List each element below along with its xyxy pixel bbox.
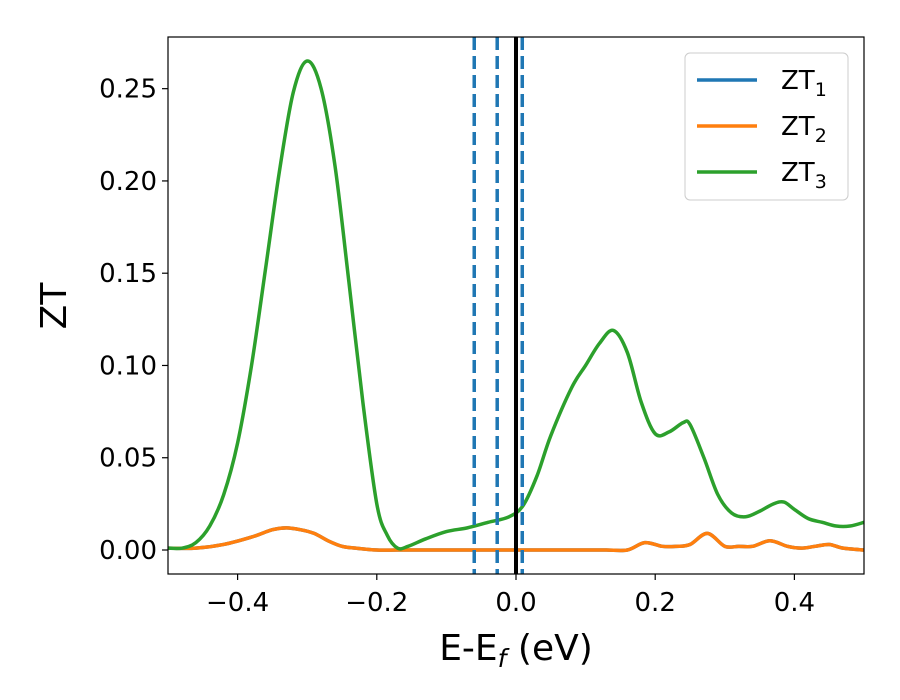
x-tick-label: 0.0 [495, 588, 536, 618]
y-axis-label: ZT [34, 282, 75, 330]
series-line-zt2 [168, 526, 864, 553]
y-tick-label: 0.20 [99, 167, 157, 197]
y-tick-label: 0.25 [99, 75, 157, 105]
legend-label-zt3: ZT3 [781, 158, 827, 193]
y-tick-label: 0.10 [99, 351, 157, 381]
x-tick-label: −0.2 [345, 588, 408, 618]
series-layer [168, 59, 864, 553]
x-axis-label: E-Ef (eV) [439, 628, 593, 673]
x-tick-label: −0.4 [206, 588, 269, 618]
vertical-lines [472, 37, 525, 574]
x-tick-label: 0.4 [774, 588, 815, 618]
series-line-zt3 [168, 59, 864, 551]
x-tick-label: 0.2 [635, 588, 676, 618]
y-tick-label: 0.15 [99, 259, 157, 289]
x-axis-ticks: −0.4 −0.2 0.0 0.2 0.4 [206, 574, 815, 618]
y-tick-label: 0.00 [99, 536, 157, 566]
x-axis-label-unit: (eV) [506, 628, 592, 669]
y-tick-label: 0.05 [99, 444, 157, 474]
y-axis-ticks: 0.00 0.05 0.10 0.15 0.20 0.25 [99, 75, 168, 566]
legend-label-zt1: ZT1 [781, 66, 827, 101]
legend-box [684, 52, 849, 201]
legend: ZT1 ZT2 ZT3 [684, 52, 849, 201]
legend-label-zt2: ZT2 [781, 112, 827, 147]
